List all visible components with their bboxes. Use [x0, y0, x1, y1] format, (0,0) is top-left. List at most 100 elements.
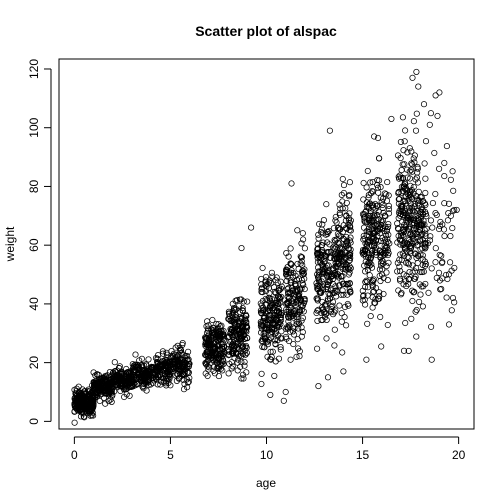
data-point — [288, 180, 295, 187]
data-point — [407, 189, 414, 196]
data-point — [111, 368, 118, 375]
data-point — [420, 268, 427, 275]
data-point — [258, 325, 265, 332]
data-point — [145, 356, 152, 363]
data-point — [420, 283, 427, 290]
data-point — [240, 343, 247, 350]
data-point — [417, 291, 424, 298]
data-point — [283, 269, 290, 276]
data-point — [271, 312, 278, 319]
data-point — [415, 83, 422, 90]
data-point — [347, 227, 354, 234]
data-point — [429, 224, 436, 231]
data-point — [413, 264, 420, 272]
data-point — [428, 265, 435, 272]
data-point — [336, 211, 343, 218]
data-point — [419, 221, 426, 228]
data-point — [399, 114, 406, 121]
data-point — [347, 265, 354, 272]
data-point — [322, 286, 329, 293]
data-point — [342, 261, 349, 268]
data-point — [339, 349, 346, 356]
data-point — [373, 202, 380, 210]
data-point — [170, 358, 177, 365]
data-point — [426, 121, 433, 128]
data-point — [363, 232, 370, 239]
data-point — [388, 115, 395, 122]
data-point — [153, 374, 160, 381]
data-point — [380, 224, 387, 231]
data-point — [382, 239, 390, 246]
data-point — [413, 306, 420, 314]
data-point — [383, 228, 390, 235]
data-point — [365, 254, 372, 261]
data-point — [177, 368, 184, 375]
data-point — [229, 350, 236, 357]
data-point — [211, 370, 218, 377]
data-point — [285, 313, 292, 320]
data-point — [175, 357, 182, 364]
data-point — [339, 245, 346, 252]
data-point — [209, 332, 216, 339]
data-point — [216, 354, 223, 361]
data-point — [287, 302, 294, 309]
data-point — [111, 359, 118, 366]
data-point — [321, 309, 328, 316]
data-point — [367, 179, 374, 186]
data-point — [289, 324, 296, 331]
data-point — [261, 332, 268, 339]
data-point — [323, 201, 330, 208]
data-point — [395, 226, 402, 233]
data-point — [265, 321, 272, 329]
data-point — [290, 307, 298, 315]
data-point — [436, 277, 443, 284]
data-point — [340, 189, 347, 197]
data-point — [408, 215, 415, 222]
data-point — [290, 341, 297, 348]
data-point — [315, 383, 322, 390]
data-point — [369, 233, 376, 241]
y-tick-label: 40 — [27, 297, 41, 311]
chart-title: Scatter plot of alspac — [195, 23, 337, 39]
data-point — [445, 321, 453, 328]
data-point — [313, 295, 320, 302]
x-tick-label: 5 — [167, 448, 174, 462]
data-point — [294, 296, 302, 303]
data-point — [214, 360, 221, 367]
data-point — [451, 207, 458, 214]
data-point — [143, 361, 150, 368]
data-point — [318, 317, 325, 324]
data-point — [376, 248, 383, 255]
data-point — [210, 356, 217, 363]
data-point — [285, 253, 292, 260]
data-point — [419, 303, 426, 310]
data-point — [326, 227, 333, 234]
data-point — [338, 310, 345, 317]
data-point — [402, 319, 409, 327]
data-point — [374, 184, 382, 191]
data-point — [258, 380, 265, 388]
data-point — [240, 331, 247, 338]
data-point — [130, 383, 137, 390]
data-point — [338, 318, 345, 325]
data-point — [320, 217, 327, 224]
data-point — [377, 262, 385, 269]
data-point — [298, 269, 306, 276]
data-point — [258, 329, 265, 336]
data-point — [409, 297, 416, 305]
data-point — [243, 312, 250, 319]
data-point — [342, 224, 350, 231]
data-point — [241, 335, 248, 342]
data-point — [262, 277, 269, 284]
y-tick-label: 80 — [27, 179, 41, 193]
data-point — [217, 328, 224, 335]
data-point — [438, 252, 445, 259]
data-point — [331, 326, 338, 333]
data-point — [277, 278, 284, 285]
data-point — [323, 262, 331, 269]
data-point — [369, 179, 376, 186]
data-point — [206, 364, 213, 371]
data-point — [266, 279, 273, 286]
data-point — [230, 318, 237, 325]
data-point — [432, 190, 439, 198]
